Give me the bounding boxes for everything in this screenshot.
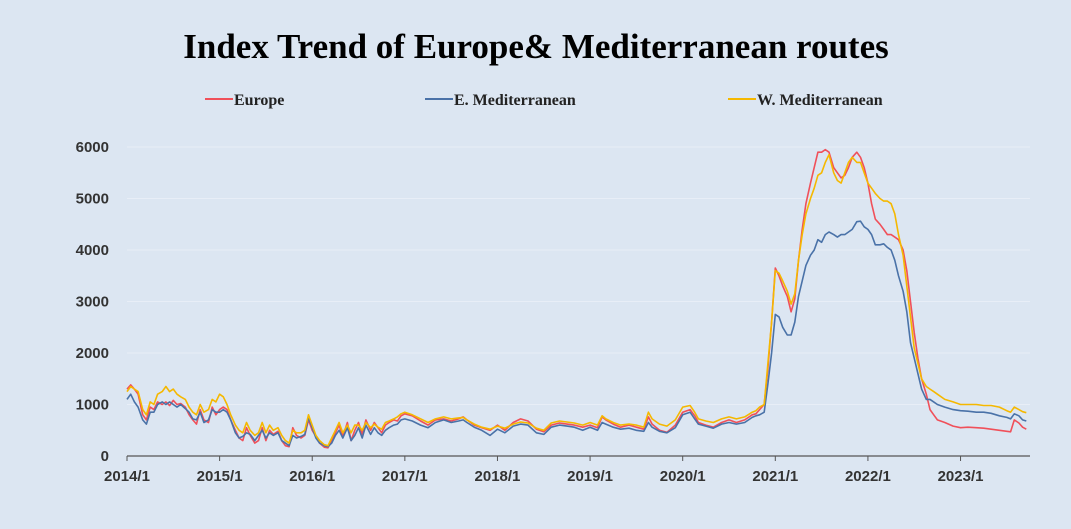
y-axis-ticks: 0 1000 2000 3000 4000 5000 6000: [76, 139, 109, 465]
y-tick-label: 5000: [76, 191, 109, 208]
y-tick-label: 3000: [76, 294, 109, 311]
series-lines: [126, 148, 1027, 449]
x-tick-label: 2022/1: [845, 468, 891, 485]
series-line-0: [126, 148, 1027, 449]
x-tick-label: 2016/1: [289, 468, 335, 485]
chart-title: Index Trend of Europe& Mediterranean rou…: [183, 27, 889, 66]
x-tick-label: 2019/1: [567, 468, 613, 485]
x-tick-label: 2020/1: [660, 468, 706, 485]
y-tick-label: 1000: [76, 397, 109, 414]
legend-label: W. Mediterranean: [757, 92, 883, 109]
x-tick-label: 2017/1: [382, 468, 428, 485]
legend-label: Europe: [234, 92, 284, 109]
legend-label: E. Mediterranean: [454, 92, 576, 109]
x-tick-label: 2018/1: [475, 468, 521, 485]
legend: Europe E. Mediterranean W. Mediterranean: [205, 92, 883, 109]
gridlines: [127, 146, 1030, 405]
x-tick-label: 2014/1: [104, 468, 150, 485]
series-line-1: [126, 220, 1027, 448]
x-axis-ticks: 2014/1 2015/1 2016/1 2017/1 2018/1 2019/1 2020…: [104, 456, 983, 485]
x-tick-label: 2015/1: [197, 468, 243, 485]
y-tick-label: 6000: [76, 139, 109, 156]
x-tick-label: 2021/1: [752, 468, 798, 485]
y-tick-label: 2000: [76, 345, 109, 362]
x-tick-label: 2023/1: [938, 468, 984, 485]
y-tick-label: 4000: [76, 242, 109, 259]
series-line-2: [126, 153, 1027, 447]
y-tick-label: 0: [101, 448, 109, 465]
